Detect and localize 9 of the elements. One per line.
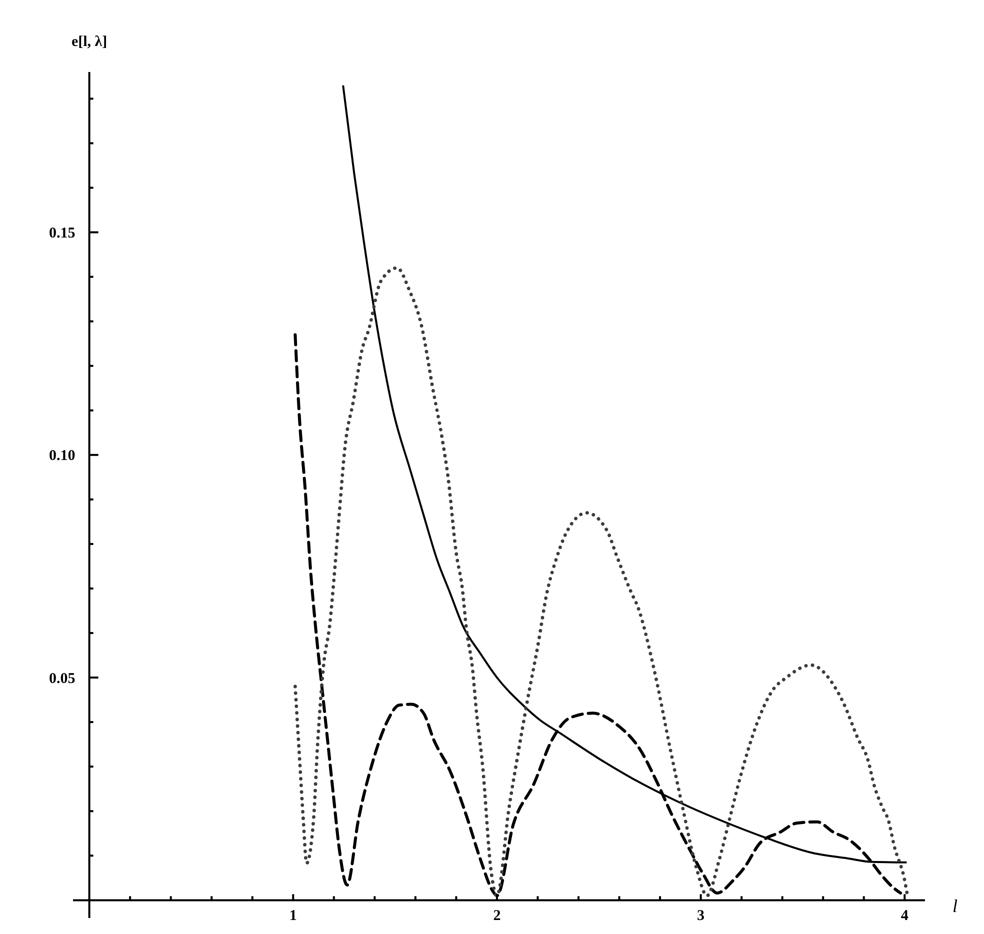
y-tick-label: 0.15 bbox=[49, 226, 76, 242]
x-tick-label: 3 bbox=[697, 908, 705, 924]
y-tick-label: 0.05 bbox=[49, 670, 76, 687]
x-tick-label: 2 bbox=[493, 908, 501, 924]
x-axis-title: l bbox=[952, 896, 958, 916]
y-axis-title: e[l, λ] bbox=[71, 34, 108, 50]
y-tick-label: 0.10 bbox=[49, 448, 76, 464]
x-tick-label: 1 bbox=[289, 908, 297, 924]
x-tick-label: 4 bbox=[900, 908, 909, 924]
